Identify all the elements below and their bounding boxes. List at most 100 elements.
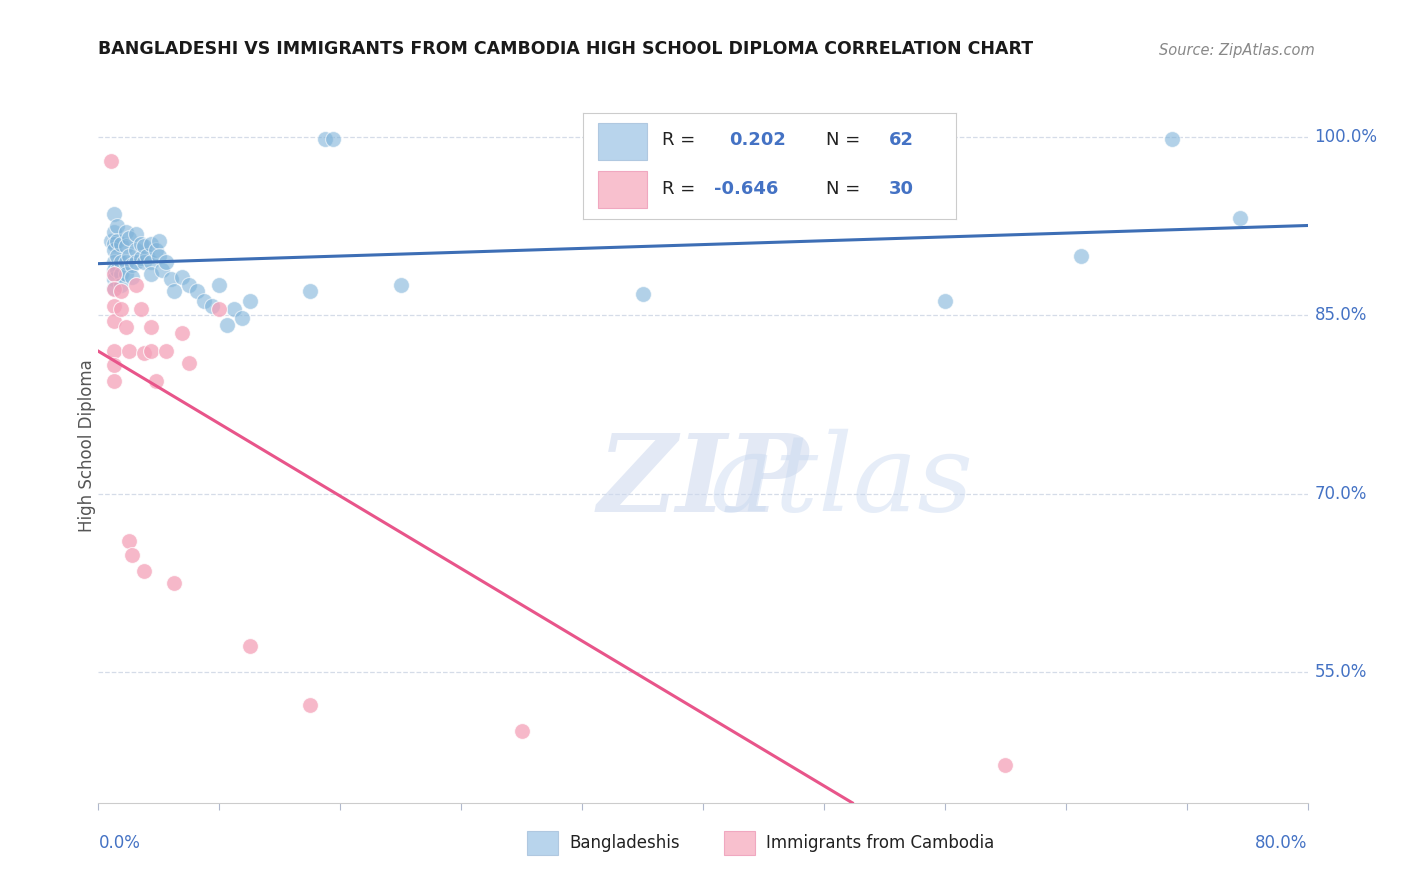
Point — [186, 285, 208, 299]
Point — [201, 299, 224, 313]
Point — [114, 225, 136, 239]
Point — [103, 243, 125, 257]
Text: 0.0%: 0.0% — [98, 834, 141, 852]
Point — [114, 267, 136, 281]
Point — [121, 258, 143, 272]
Point — [160, 272, 183, 286]
Text: 70.0%: 70.0% — [1315, 484, 1367, 502]
Point — [105, 249, 128, 263]
Point — [148, 249, 170, 263]
Text: Bangladeshis: Bangladeshis — [569, 834, 681, 852]
Point — [299, 285, 322, 299]
Point — [105, 235, 128, 249]
Point — [125, 227, 148, 242]
Point — [103, 207, 125, 221]
Point — [170, 326, 193, 340]
Point — [100, 153, 122, 168]
Point — [1229, 211, 1251, 225]
Text: ZIP: ZIP — [598, 429, 808, 534]
Point — [125, 243, 148, 257]
Point — [215, 318, 238, 332]
Point — [141, 254, 163, 268]
Text: 55.0%: 55.0% — [1315, 663, 1367, 681]
Text: 100.0%: 100.0% — [1315, 128, 1378, 145]
Point — [141, 267, 163, 281]
Point — [132, 239, 155, 253]
Point — [118, 534, 141, 549]
Point — [103, 267, 125, 281]
Point — [145, 374, 167, 388]
Point — [125, 254, 148, 268]
Point — [299, 698, 322, 713]
Point — [148, 235, 170, 249]
Point — [103, 272, 125, 286]
Point — [103, 358, 125, 372]
Point — [103, 263, 125, 277]
Point — [208, 278, 231, 293]
Text: N =: N = — [825, 131, 860, 149]
Point — [103, 281, 125, 295]
Point — [121, 549, 143, 563]
Point — [150, 263, 173, 277]
Point — [994, 757, 1017, 772]
Point — [110, 267, 132, 281]
Point — [114, 239, 136, 253]
Y-axis label: High School Diploma: High School Diploma — [79, 359, 96, 533]
Point — [141, 343, 163, 358]
Point — [114, 320, 136, 334]
Text: Immigrants from Cambodia: Immigrants from Cambodia — [766, 834, 994, 852]
Point — [170, 270, 193, 285]
Point — [177, 278, 201, 293]
Point — [1070, 249, 1092, 263]
Point — [110, 302, 132, 317]
Point — [105, 219, 128, 233]
Point — [322, 132, 344, 146]
Point — [100, 235, 122, 249]
Point — [510, 724, 533, 739]
Point — [121, 270, 143, 285]
Point — [114, 254, 136, 268]
Point — [129, 302, 152, 317]
Point — [118, 231, 141, 245]
Point — [193, 293, 215, 308]
Point — [163, 285, 186, 299]
Point — [118, 343, 141, 358]
Point — [163, 575, 186, 590]
Point — [129, 236, 152, 251]
Point — [103, 254, 125, 268]
Text: 85.0%: 85.0% — [1315, 306, 1367, 324]
Text: R =: R = — [662, 131, 695, 149]
Point — [208, 302, 231, 317]
Point — [103, 236, 125, 251]
Point — [141, 236, 163, 251]
Point — [110, 285, 132, 299]
Text: 80.0%: 80.0% — [1256, 834, 1308, 852]
Text: BANGLADESHI VS IMMIGRANTS FROM CAMBODIA HIGH SCHOOL DIPLOMA CORRELATION CHART: BANGLADESHI VS IMMIGRANTS FROM CAMBODIA … — [98, 40, 1033, 58]
Point — [224, 302, 246, 317]
Text: 0.202: 0.202 — [728, 131, 786, 149]
Point — [129, 251, 152, 265]
Point — [314, 132, 336, 146]
Point — [135, 249, 157, 263]
Point — [132, 564, 155, 578]
Point — [145, 243, 167, 257]
Text: R =: R = — [662, 179, 695, 197]
Point — [110, 278, 132, 293]
Text: 62: 62 — [889, 131, 914, 149]
Point — [110, 254, 132, 268]
Point — [103, 299, 125, 313]
Text: N =: N = — [825, 179, 860, 197]
Point — [141, 320, 163, 334]
Point — [132, 346, 155, 360]
Text: atlas: atlas — [433, 429, 973, 534]
Point — [155, 254, 177, 268]
Point — [239, 293, 262, 308]
FancyBboxPatch shape — [599, 171, 647, 208]
Point — [239, 639, 262, 653]
Point — [155, 343, 177, 358]
FancyBboxPatch shape — [599, 123, 647, 160]
Point — [103, 225, 125, 239]
Text: 30: 30 — [889, 179, 914, 197]
Point — [934, 293, 956, 308]
Point — [631, 286, 654, 301]
